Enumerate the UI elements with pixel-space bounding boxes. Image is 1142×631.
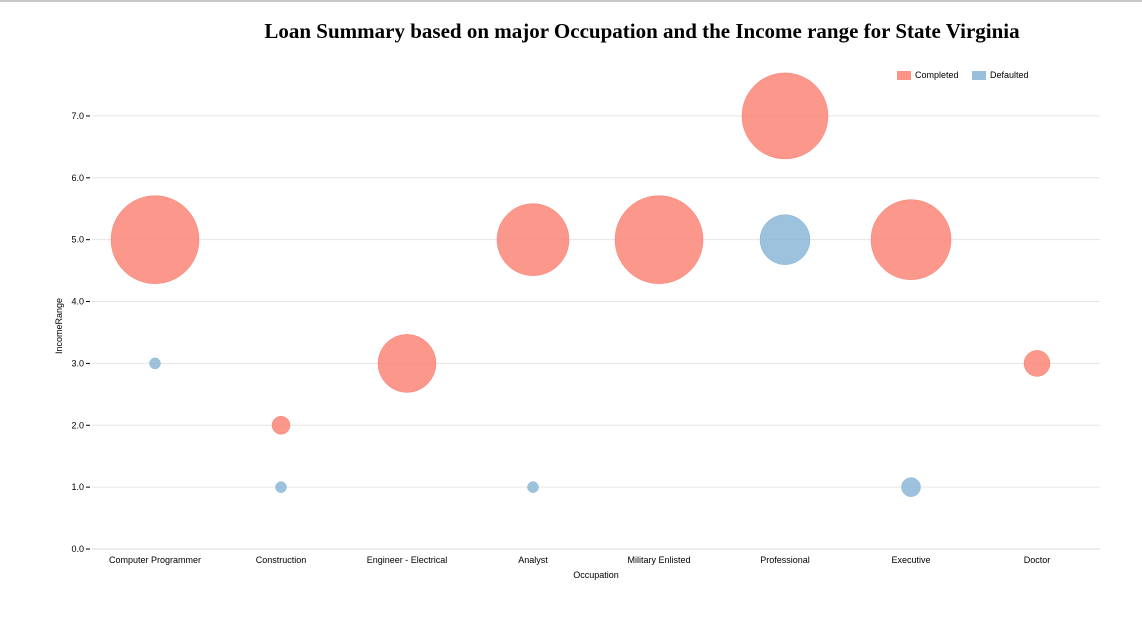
- bubble-completed[interactable]: [1023, 350, 1051, 377]
- legend-label-defaulted: Defaulted: [990, 70, 1029, 80]
- bubble-completed[interactable]: [496, 203, 570, 276]
- bubble-completed[interactable]: [271, 416, 291, 435]
- y-tick-label: 3.0: [71, 358, 84, 368]
- x-axis: Computer Programmer Construction Engineer …: [109, 555, 1050, 565]
- legend: Completed Defaulted: [897, 70, 1029, 80]
- y-tick-label: 2.0: [71, 420, 84, 430]
- x-tick-label: Doctor: [1024, 555, 1051, 565]
- top-border: [0, 0, 1142, 2]
- bubble-completed[interactable]: [110, 195, 200, 284]
- y-tick-label: 4.0: [71, 297, 84, 307]
- chart-title: Loan Summary based on major Occupation a…: [264, 19, 1020, 43]
- bubbles: [110, 72, 1051, 497]
- legend-label-completed: Completed: [915, 70, 959, 80]
- y-tick-label: 1.0: [71, 482, 84, 492]
- bubble-defaulted[interactable]: [527, 481, 539, 493]
- x-tick-label: Military Enlisted: [627, 555, 690, 565]
- y-tick-label: 7.0: [71, 111, 84, 121]
- y-tick-label: 6.0: [71, 173, 84, 183]
- x-tick-label: Professional: [760, 555, 810, 565]
- x-tick-label: Executive: [891, 555, 930, 565]
- y-tick-label: 5.0: [71, 235, 84, 245]
- bubble-completed[interactable]: [870, 199, 952, 280]
- y-tick-label: 0.0: [71, 544, 84, 554]
- bubble-completed[interactable]: [741, 72, 829, 160]
- bubble-completed[interactable]: [377, 334, 437, 393]
- x-tick-label: Engineer - Electrical: [367, 555, 448, 565]
- bubble-defaulted[interactable]: [275, 481, 287, 493]
- y-axis-label: IncomeRange: [54, 298, 64, 354]
- y-axis: 0.0 1.0 2.0 3.0 4.0 5.0 6.0 7.0: [71, 111, 90, 554]
- bubble-completed[interactable]: [614, 195, 704, 284]
- x-tick-label: Analyst: [518, 555, 548, 565]
- bubble-defaulted[interactable]: [901, 477, 921, 497]
- x-tick-label: Computer Programmer: [109, 555, 201, 565]
- x-tick-label: Construction: [256, 555, 307, 565]
- bubble-defaulted[interactable]: [149, 357, 161, 370]
- bubble-defaulted[interactable]: [759, 214, 811, 265]
- x-axis-label: Occupation: [573, 570, 619, 580]
- legend-swatch-defaulted: [972, 71, 986, 80]
- gridlines: [92, 115, 1100, 550]
- legend-swatch-completed: [897, 71, 911, 80]
